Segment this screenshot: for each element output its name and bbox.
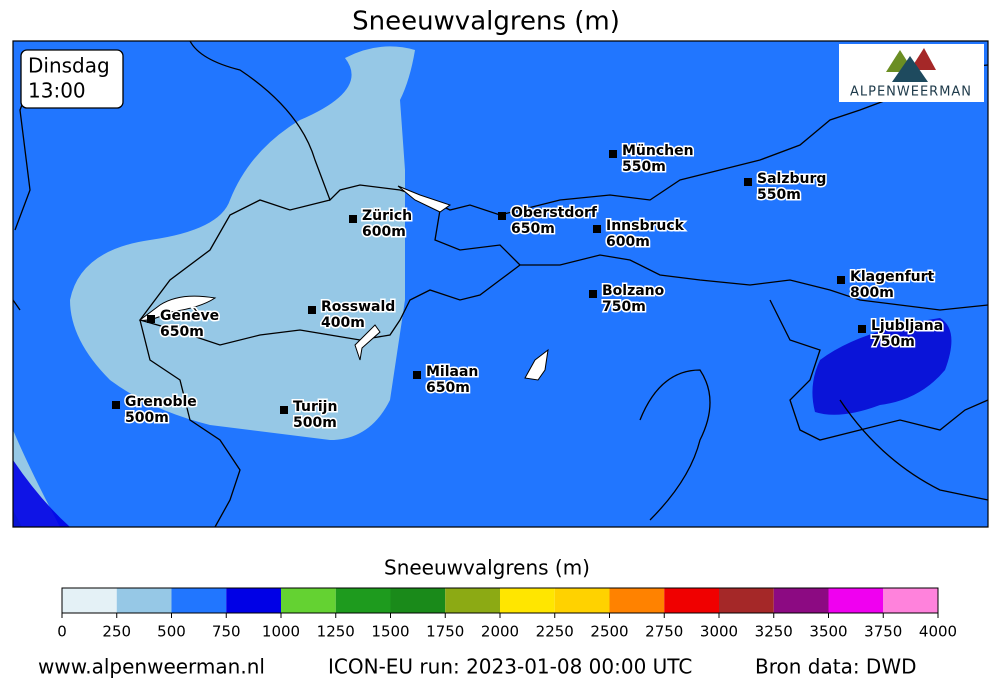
- colorbar-segment: [335, 588, 391, 613]
- colorbar-tick-label: 2750: [645, 623, 683, 641]
- city-marker: [744, 178, 752, 186]
- cities: München550mSalzburg550mZürich600mOberstd…: [112, 142, 945, 433]
- city-marker: [837, 276, 845, 284]
- colorbar-segment: [62, 588, 117, 613]
- city-value: 400m: [321, 315, 365, 331]
- city-name: Bolzano: [602, 283, 665, 299]
- logo-icon: [910, 48, 936, 70]
- footer-run: ICON-EU run: 2023-01-08 00:00 UTC: [328, 655, 692, 679]
- colorbar-segment: [445, 588, 500, 613]
- title: Sneeuwvalgrens (m): [352, 7, 620, 37]
- city-name: Genève: [160, 308, 219, 324]
- colorbar-segment: [883, 588, 938, 613]
- city-marker: [308, 306, 316, 314]
- footer-site: www.alpenweerman.nl: [38, 655, 265, 679]
- colorbar-segment: [171, 588, 227, 613]
- colorbar-tick-label: 1500: [371, 623, 409, 641]
- city-marker: [280, 406, 288, 414]
- colorbar-tick-label: 2500: [590, 623, 628, 641]
- colorbar-segment: [281, 588, 336, 613]
- colorbar-tick-label: 1750: [426, 623, 464, 641]
- colorbar-segment: [116, 588, 172, 613]
- city-value: 800m: [850, 285, 894, 301]
- logo-icon: [892, 56, 928, 82]
- borders: [12, 40, 989, 528]
- city-marker: [593, 225, 601, 233]
- colorbar-segment: [664, 588, 719, 613]
- city-name: Innsbruck: [606, 218, 685, 234]
- colorbar-segment: [226, 588, 281, 613]
- city-value: 600m: [362, 224, 406, 240]
- colorbar-tick-label: 2250: [536, 623, 574, 641]
- colorbar-tick-label: 3000: [700, 623, 738, 641]
- colorbar-segment: [609, 588, 665, 613]
- colorbar-tick-label: 4000: [919, 623, 957, 641]
- logo: ALPENWEERMAN: [839, 44, 984, 102]
- city-marker: [498, 212, 506, 220]
- logo-text: ALPENWEERMAN: [850, 85, 972, 100]
- colorbar-tick-label: 3250: [755, 623, 793, 641]
- colorbar-tick-label: 1250: [317, 623, 355, 641]
- zone: [812, 318, 952, 415]
- zone: [13, 460, 70, 527]
- map-frame: [12, 40, 989, 528]
- colorbar-tick-label: 1000: [262, 623, 300, 641]
- city-value: 750m: [602, 299, 646, 315]
- city-marker: [609, 150, 617, 158]
- city-value: 650m: [160, 324, 204, 340]
- colorbar-label: Sneeuwvalgrens (m): [384, 556, 590, 580]
- city-name: Milaan: [426, 364, 478, 380]
- colorbar-segment: [773, 588, 829, 613]
- city-name: Rosswald: [321, 299, 395, 315]
- city-value: 650m: [511, 221, 555, 237]
- city-name: Klagenfurt: [850, 269, 935, 285]
- city-marker: [413, 371, 421, 379]
- city-value: 650m: [426, 380, 470, 396]
- city-name: Grenoble: [125, 394, 197, 410]
- city-name: Oberstdorf: [511, 205, 598, 221]
- time-box: Dinsdag 13:00: [20, 49, 124, 109]
- city-value: 500m: [293, 415, 337, 431]
- map: [12, 40, 989, 528]
- day: Dinsdag: [28, 54, 110, 78]
- city-name: Ljubljana: [871, 318, 943, 334]
- city-value: 500m: [125, 410, 169, 426]
- colorbar-tick-label: 0: [57, 623, 67, 641]
- time-box-frame: [20, 49, 124, 109]
- colorbar-tick-label: 3500: [809, 623, 847, 641]
- city-marker: [858, 325, 866, 333]
- colorbar-segment: [390, 588, 446, 613]
- footer-source: Bron data: DWD: [755, 655, 917, 679]
- city-marker: [589, 290, 597, 298]
- colorbar-segment: [554, 588, 610, 613]
- zone: [70, 46, 415, 440]
- colorbar-segment: [828, 588, 884, 613]
- city-marker: [112, 401, 120, 409]
- city-name: München: [622, 143, 694, 159]
- city-marker: [147, 315, 155, 323]
- lakes: [138, 185, 549, 381]
- colorbar: 0 250 500 750 1000 1250 1500 1750 2000 2250 2500 27…: [57, 587, 957, 641]
- city-value: 750m: [871, 334, 915, 350]
- colorbar-tick-label: 500: [157, 623, 186, 641]
- colorbar-tick-label: 3750: [864, 623, 902, 641]
- colorbar-tick-label: 750: [212, 623, 241, 641]
- colorbar-tick-label: 250: [102, 623, 131, 641]
- city-name: Turijn: [293, 399, 337, 415]
- city-marker: [349, 215, 357, 223]
- colorbar-segment: [719, 588, 774, 613]
- city-value: 600m: [606, 234, 650, 250]
- city-value: 550m: [757, 187, 801, 203]
- city-name: Salzburg: [757, 171, 826, 187]
- city-value: 550m: [622, 159, 666, 175]
- time: 13:00: [28, 79, 86, 103]
- colorbar-tick-label: 2000: [481, 623, 519, 641]
- city-name: Zürich: [362, 208, 412, 224]
- colorbar-segment: [500, 588, 555, 613]
